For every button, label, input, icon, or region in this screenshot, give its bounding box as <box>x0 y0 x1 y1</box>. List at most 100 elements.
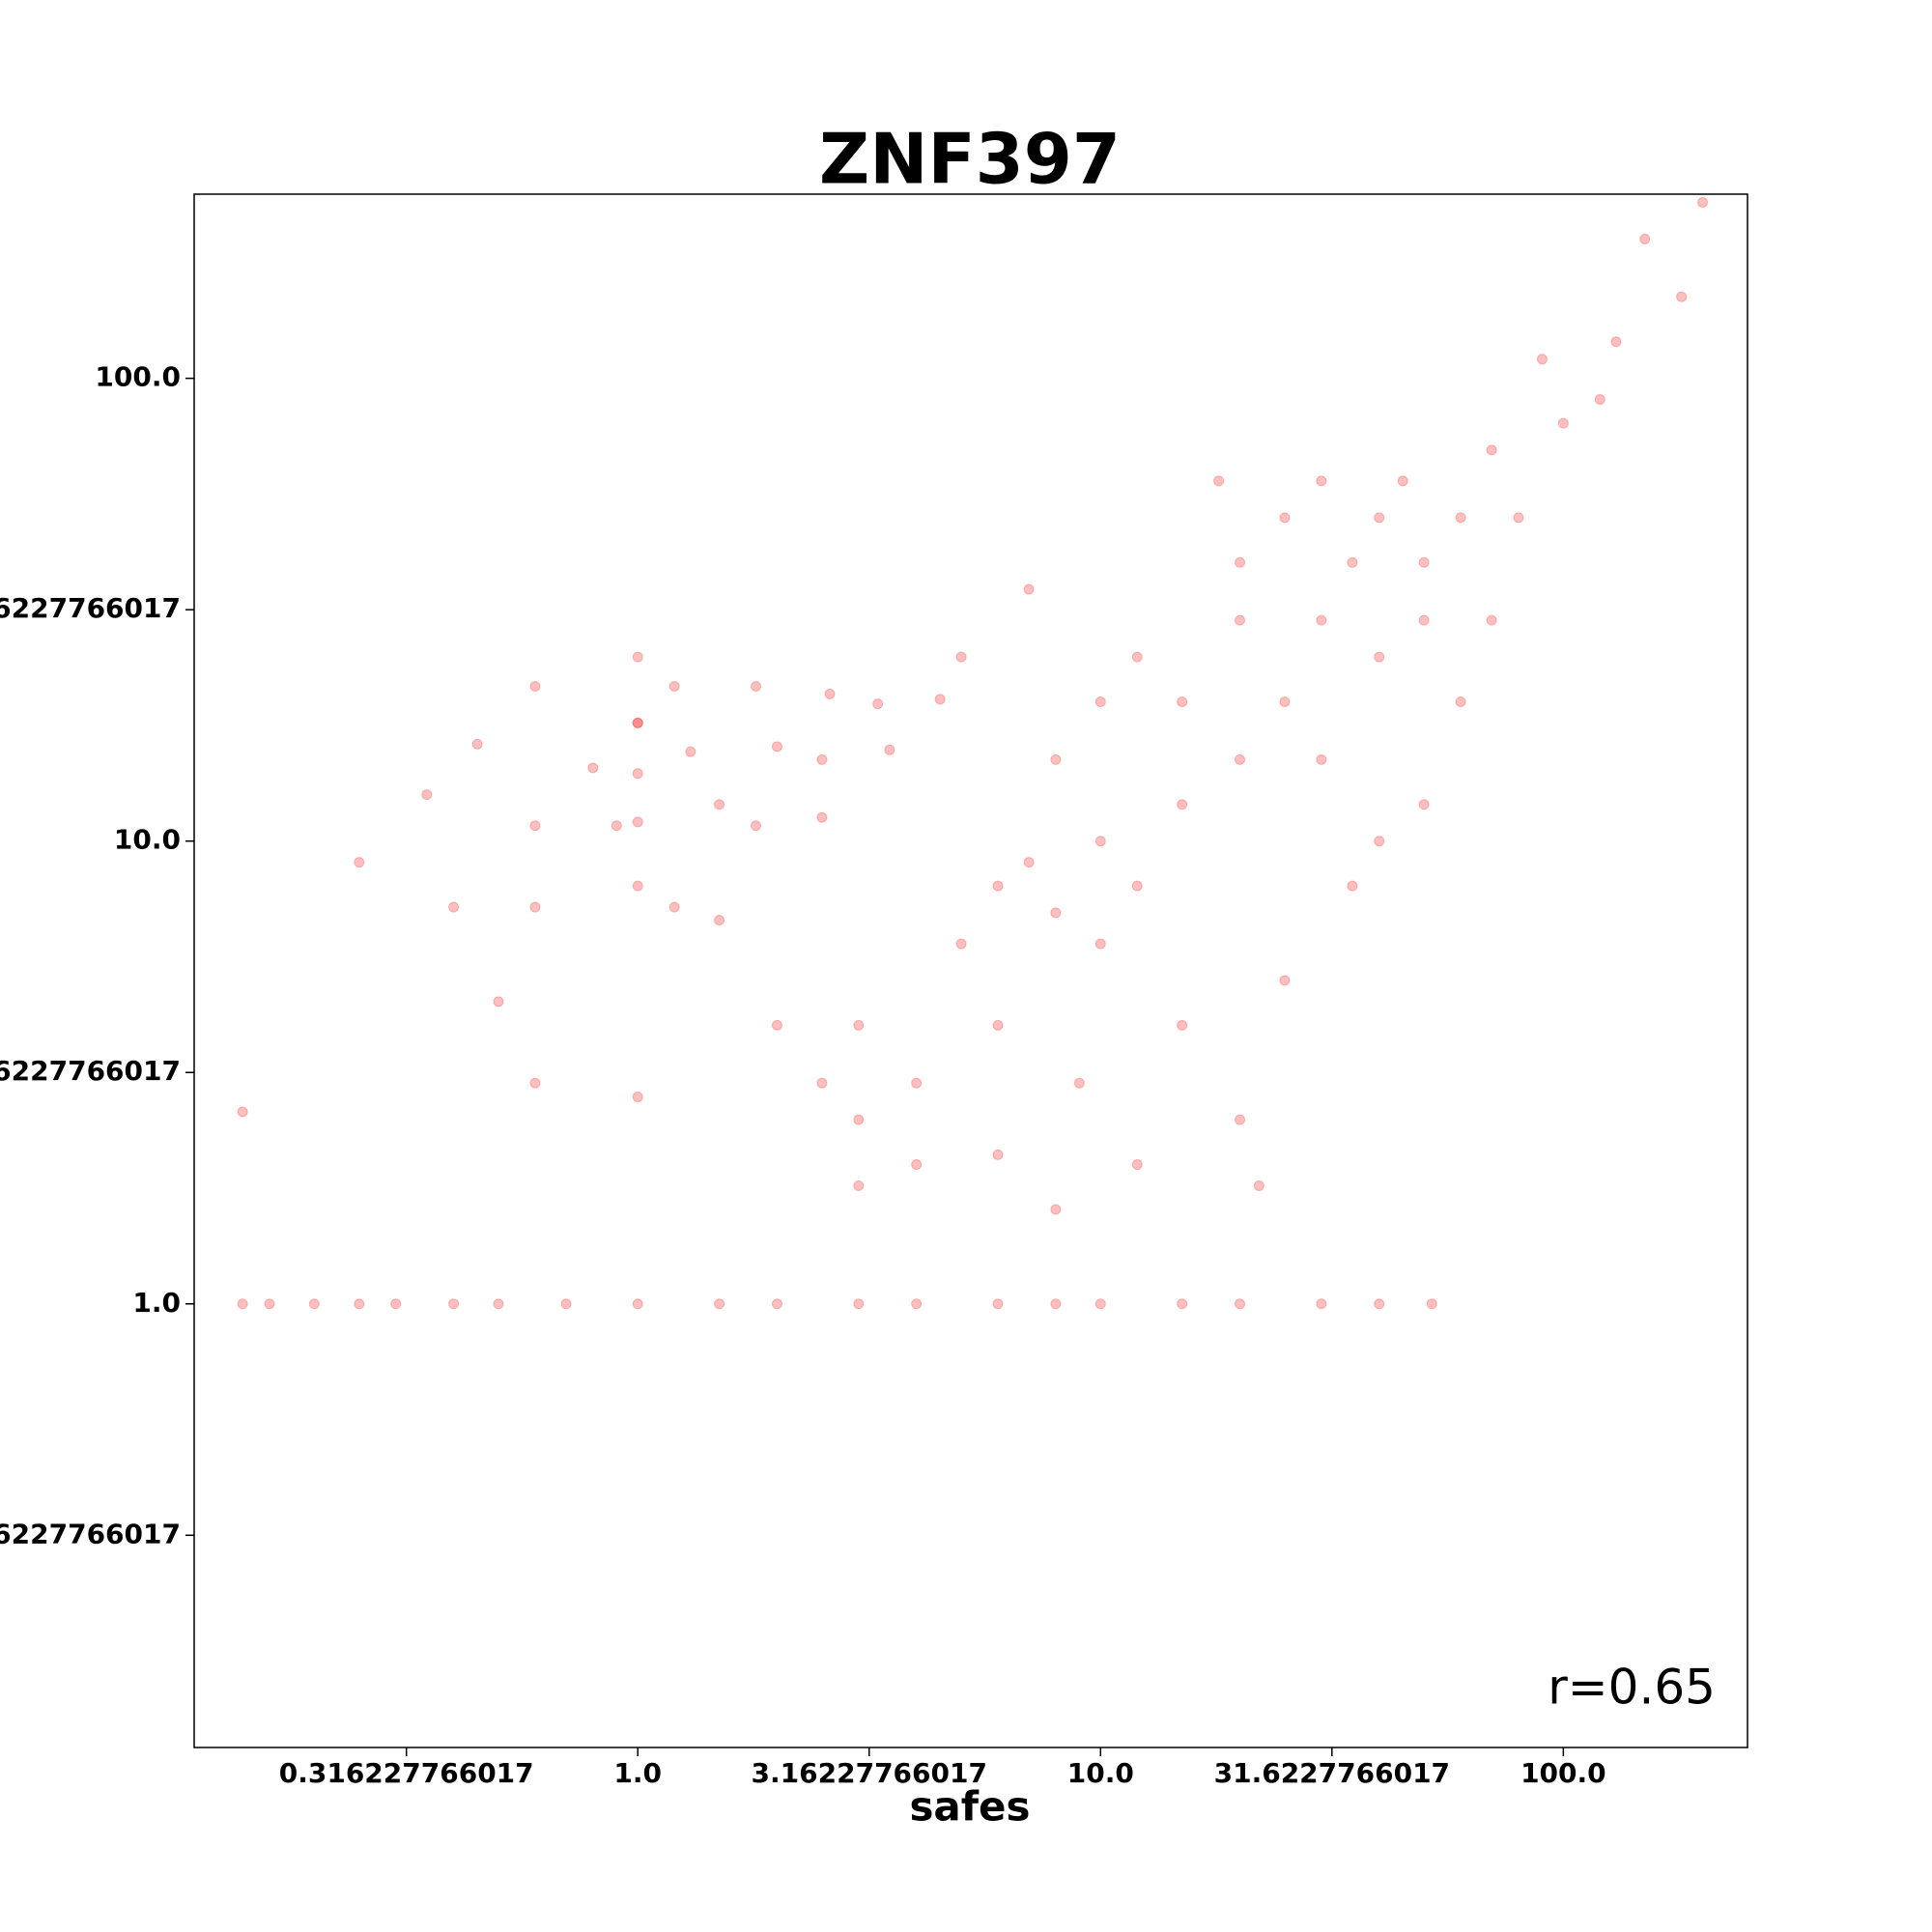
scatter-point <box>884 744 895 755</box>
scatter-point <box>632 1298 643 1310</box>
scatter-point <box>237 1106 248 1118</box>
scatter-point <box>1374 1298 1385 1310</box>
scatter-point <box>1418 556 1430 568</box>
scatter-point <box>632 717 643 728</box>
scatter-point <box>390 1298 402 1310</box>
scatter-point <box>308 1298 320 1310</box>
scatter-point <box>1213 475 1225 487</box>
scatter-point <box>714 914 725 925</box>
scatter-point <box>354 1298 365 1310</box>
scatter-point <box>668 901 680 913</box>
scatter-point <box>1486 614 1497 626</box>
scatter-point <box>1131 651 1143 663</box>
scatter-point <box>714 1298 725 1310</box>
x-tick-label: 1.0 <box>613 1757 662 1789</box>
scatter-point <box>1374 651 1385 663</box>
scatter-point <box>632 816 643 828</box>
scatter-point <box>816 753 828 765</box>
scatter-point <box>992 1019 1004 1031</box>
scatter-point <box>1131 1159 1143 1171</box>
scatter-point <box>1177 696 1188 707</box>
scatter-point <box>1347 880 1358 892</box>
scatter-point <box>1374 836 1385 847</box>
scatter-point <box>714 799 725 810</box>
scatter-point <box>1639 233 1651 244</box>
scatter-point <box>1094 836 1106 847</box>
scatter-point <box>1418 614 1430 626</box>
y-tick-label: 10.0 <box>114 824 181 856</box>
x-tick-label: 0.316227766017 <box>279 1757 534 1789</box>
x-tick-label: 31.6227766017 <box>1214 1757 1450 1789</box>
plot-frame <box>193 193 1748 1748</box>
scatter-point <box>632 1092 643 1103</box>
scatter-point <box>1557 417 1569 429</box>
y-tick-label: 100.0 <box>95 361 181 393</box>
scatter-point <box>911 1298 923 1310</box>
scatter-point <box>853 1114 865 1125</box>
scatter-point <box>1316 1298 1327 1310</box>
scatter-point <box>1455 696 1466 707</box>
scatter-point <box>1426 1298 1437 1310</box>
scatter-point <box>529 680 541 692</box>
scatter-point <box>1316 475 1327 487</box>
scatter-point <box>1235 614 1246 626</box>
scatter-point <box>853 1019 865 1031</box>
scatter-point <box>1235 556 1246 568</box>
scatter-point <box>1513 512 1524 524</box>
scatter-point <box>1397 475 1408 487</box>
scatter-point <box>771 1019 782 1031</box>
scatter-point <box>1536 354 1548 365</box>
scatter-point <box>1486 444 1497 456</box>
scatter-point <box>1279 512 1291 524</box>
scatter-point <box>1131 880 1143 892</box>
scatter-point <box>955 938 967 950</box>
scatter-point <box>1050 1204 1062 1215</box>
scatter-point <box>1050 753 1062 765</box>
scatter-point <box>354 857 365 868</box>
scatter-point <box>448 901 460 913</box>
scatter-point <box>853 1298 865 1310</box>
scatter-point <box>1676 291 1688 302</box>
scatter-point <box>685 746 696 757</box>
scatter-point <box>934 694 946 705</box>
scatter-point <box>1279 696 1291 707</box>
scatter-point <box>493 1298 504 1310</box>
scatter-point <box>751 820 762 832</box>
scatter-point <box>632 768 643 780</box>
y-tick-label: 31.6227766017 <box>0 592 181 624</box>
scatter-point <box>529 820 541 832</box>
scatter-point <box>992 1149 1004 1160</box>
scatter-point <box>1316 753 1327 765</box>
scatter-point <box>1279 975 1291 986</box>
scatter-point <box>1023 857 1035 868</box>
scatter-point <box>1253 1179 1264 1191</box>
scatter-point <box>824 688 836 699</box>
scatter-point <box>1697 196 1709 208</box>
scatter-point <box>448 1298 460 1310</box>
scatter-point <box>751 680 762 692</box>
scatter-point <box>587 762 599 774</box>
scatter-point <box>1023 583 1035 595</box>
annotation: r=0.65 <box>1548 1660 1716 1716</box>
scatter-point <box>1073 1077 1085 1089</box>
scatter-point <box>1235 1114 1246 1125</box>
scatter-point <box>632 651 643 663</box>
scatter-point <box>1094 1298 1106 1310</box>
scatter-point <box>1455 512 1466 524</box>
scatter-point <box>560 1298 572 1310</box>
scatter-point <box>1347 556 1358 568</box>
scatter-point <box>611 820 622 832</box>
scatter-point <box>1235 753 1246 765</box>
x-axis-label: safes <box>909 1783 1030 1831</box>
scatter-point <box>529 1077 541 1089</box>
scatter-point <box>816 1077 828 1089</box>
scatter-point <box>1418 799 1430 810</box>
scatter-point <box>911 1159 923 1171</box>
scatter-point <box>237 1298 248 1310</box>
scatter-point <box>668 680 680 692</box>
scatter-point <box>816 811 828 823</box>
scatter-point <box>1177 799 1188 810</box>
scatter-point <box>911 1077 923 1089</box>
scatter-point <box>1177 1019 1188 1031</box>
